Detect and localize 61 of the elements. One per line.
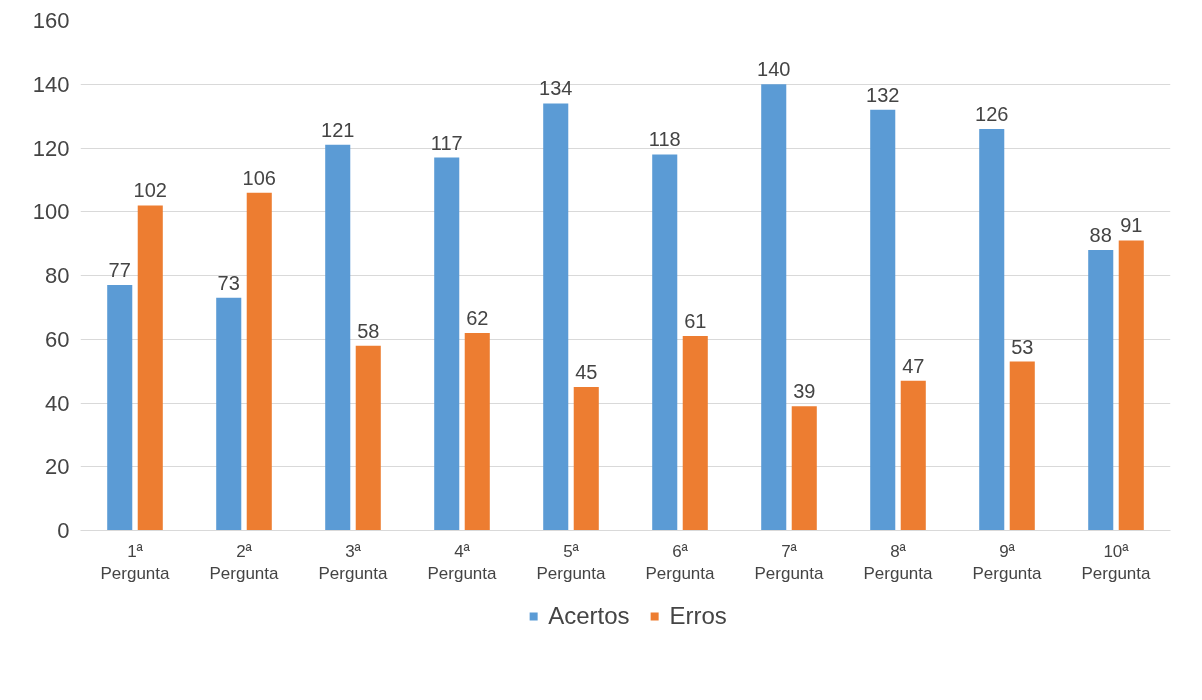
bar [434, 157, 460, 531]
bar [573, 387, 599, 531]
data-label: 45 [575, 361, 598, 384]
y-tick-label: 40 [45, 390, 70, 416]
bar [652, 154, 678, 531]
y-tick-label: 0 [57, 518, 70, 543]
y-tick-label: 20 [45, 454, 70, 480]
bar [107, 285, 133, 531]
data-label: 88 [1089, 224, 1112, 246]
data-label: 61 [684, 310, 707, 333]
bar [246, 192, 272, 531]
data-label: 73 [217, 271, 240, 294]
y-tick-label: 160 [32, 8, 70, 33]
data-label: 58 [357, 319, 380, 342]
x-tick-label: 9ª Pergunta [972, 541, 1043, 584]
bar [1118, 240, 1144, 531]
x-tick-label: 2ª Pergunta [209, 541, 280, 584]
data-label: 126 [975, 102, 1009, 125]
x-tick-label: 6ª Pergunta [645, 541, 716, 584]
bar [900, 380, 926, 531]
bar [137, 205, 163, 531]
y-tick-label: 100 [32, 199, 70, 225]
x-tick-label: 7ª Pergunta [754, 541, 825, 584]
data-label: 134 [539, 77, 573, 100]
data-label: 132 [866, 83, 900, 106]
data-label: 117 [430, 131, 463, 154]
bar [682, 336, 708, 531]
data-label: 62 [466, 306, 489, 329]
data-label: 140 [757, 58, 791, 81]
bar [761, 84, 787, 531]
data-label: 77 [108, 259, 131, 282]
bar [325, 144, 351, 531]
y-tick-label: 140 [32, 71, 70, 97]
data-label: 91 [1120, 214, 1143, 237]
data-label: 53 [1011, 335, 1034, 358]
legend-label: Erros [669, 602, 727, 630]
data-label: 102 [133, 179, 167, 202]
bar [1088, 250, 1114, 531]
bar [216, 297, 242, 531]
data-label: 39 [793, 380, 816, 403]
x-tick-label: 4ª Pergunta [427, 541, 498, 584]
x-tick-label: 8ª Pergunta [863, 541, 934, 584]
data-label: 106 [242, 166, 276, 189]
bar [979, 128, 1005, 531]
legend-label: Acertos [548, 602, 630, 630]
bar [543, 103, 569, 531]
bar [464, 332, 490, 531]
bar [870, 109, 896, 531]
x-tick-label: 5ª Pergunta [536, 541, 607, 584]
bar [1009, 361, 1035, 531]
x-tick-label: 10ª Pergunta [1081, 541, 1152, 584]
x-tick-label: 1ª Pergunta [100, 541, 171, 584]
y-tick-label: 120 [32, 135, 70, 161]
y-tick-label: 60 [45, 326, 70, 352]
x-tick-label: 3ª Pergunta [318, 541, 389, 584]
data-label: 121 [321, 118, 355, 141]
bar [355, 345, 381, 531]
data-label: 118 [648, 128, 681, 151]
data-label: 47 [902, 354, 925, 377]
bar [791, 406, 817, 531]
y-tick-label: 80 [45, 263, 70, 288]
